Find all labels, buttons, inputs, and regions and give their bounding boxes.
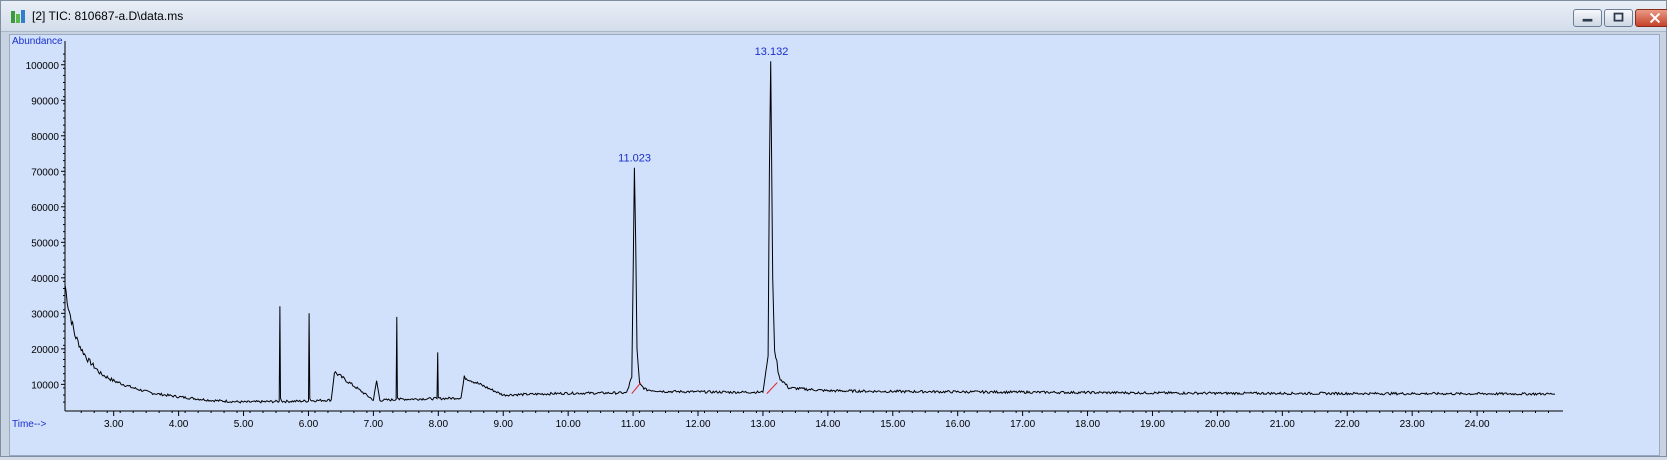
x-tick-label: 5.00: [234, 419, 254, 430]
y-tick-label: 30000: [31, 309, 59, 320]
y-axis-label: Abundance: [12, 36, 63, 47]
y-tick-label: 100000: [26, 61, 60, 72]
x-tick-label: 17.00: [1010, 419, 1035, 430]
x-tick-label: 8.00: [429, 419, 449, 430]
y-tick-label: 90000: [31, 96, 59, 107]
x-tick-label: 23.00: [1400, 419, 1425, 430]
restore-button[interactable]: [1604, 9, 1633, 27]
restore-icon: [1613, 12, 1624, 22]
x-tick-label: 21.00: [1270, 419, 1295, 430]
minimize-button[interactable]: [1573, 9, 1602, 27]
close-icon: [1649, 12, 1661, 24]
y-tick-label: 70000: [31, 167, 59, 178]
peak-baseline-marker: [766, 382, 778, 394]
y-tick-label: 60000: [31, 203, 59, 214]
close-button[interactable]: [1635, 9, 1667, 27]
x-axis-label: Time-->: [12, 419, 47, 430]
x-tick-label: 4.00: [169, 419, 189, 430]
title-bar[interactable]: [2] TIC: 810687-a.D\data.ms: [1, 1, 1667, 32]
x-tick-label: 22.00: [1335, 419, 1360, 430]
x-tick-label: 3.00: [104, 419, 124, 430]
x-tick-label: 12.00: [685, 419, 710, 430]
x-tick-label: 14.00: [815, 419, 840, 430]
minimize-icon: [1582, 18, 1593, 22]
x-tick-label: 11.00: [621, 419, 646, 430]
peak-baseline-marker: [631, 382, 642, 394]
x-tick-label: 9.00: [494, 419, 514, 430]
y-tick-label: 10000: [31, 380, 59, 391]
x-tick-label: 16.00: [945, 419, 970, 430]
window-title: [2] TIC: 810687-a.D\data.ms: [32, 9, 184, 23]
tic-chart: Abundance Time--> 10000 20000 30000 40000 5000…: [12, 36, 1563, 430]
tic-trace: [64, 61, 1556, 404]
y-tick-label: 40000: [31, 274, 59, 285]
x-tick-label: 20.00: [1205, 419, 1230, 430]
x-tick-label: 19.00: [1140, 419, 1165, 430]
x-tick-label: 10.00: [556, 419, 581, 430]
y-tick-label: 50000: [31, 238, 59, 249]
peak-label: 11.023: [618, 153, 651, 165]
peak-label: 13.132: [755, 46, 789, 58]
chromatogram-plot[interactable]: Abundance Time--> 10000 20000 30000 40000 5000…: [9, 34, 1660, 456]
x-tick-label: 24.00: [1465, 419, 1490, 430]
x-tick-label: 7.00: [364, 419, 384, 430]
y-tick-label: 80000: [31, 132, 59, 143]
chromatogram-app-icon: [11, 10, 25, 23]
x-tick-label: 15.00: [880, 419, 905, 430]
x-tick-label: 18.00: [1075, 419, 1100, 430]
y-tick-label: 20000: [31, 345, 59, 356]
x-tick-label: 6.00: [299, 419, 319, 430]
x-tick-label: 13.00: [750, 419, 775, 430]
